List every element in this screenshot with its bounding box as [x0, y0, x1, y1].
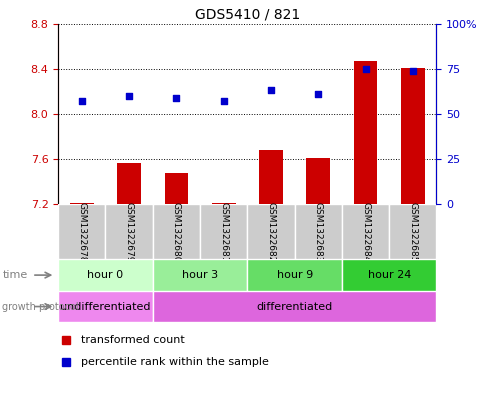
Title: GDS5410 / 821: GDS5410 / 821	[194, 7, 300, 21]
Bar	[400, 68, 424, 204]
Text: GSM1322682: GSM1322682	[266, 202, 275, 262]
Text: GSM1322678: GSM1322678	[77, 202, 86, 262]
FancyBboxPatch shape	[388, 204, 436, 259]
Point	[361, 66, 369, 72]
FancyBboxPatch shape	[105, 204, 152, 259]
FancyBboxPatch shape	[247, 259, 341, 291]
Text: time: time	[2, 270, 28, 280]
Text: GSM1322681: GSM1322681	[219, 202, 228, 262]
Text: growth protocol: growth protocol	[2, 301, 79, 312]
FancyBboxPatch shape	[341, 259, 436, 291]
Bar	[212, 203, 235, 204]
Text: transformed count: transformed count	[81, 335, 184, 345]
Bar	[258, 150, 282, 204]
Text: hour 24: hour 24	[367, 270, 410, 280]
Point	[267, 87, 274, 94]
Text: hour 9: hour 9	[276, 270, 312, 280]
FancyBboxPatch shape	[152, 291, 436, 322]
FancyBboxPatch shape	[152, 204, 199, 259]
FancyBboxPatch shape	[58, 259, 152, 291]
Text: percentile rank within the sample: percentile rank within the sample	[81, 356, 268, 367]
Text: undifferentiated: undifferentiated	[60, 301, 151, 312]
Text: hour 0: hour 0	[87, 270, 123, 280]
FancyBboxPatch shape	[294, 204, 341, 259]
Bar	[353, 61, 377, 204]
Point	[125, 93, 133, 99]
Bar	[117, 163, 141, 204]
Bar	[306, 158, 330, 204]
Text: GSM1322679: GSM1322679	[124, 202, 134, 262]
Text: GSM1322684: GSM1322684	[360, 202, 369, 262]
Text: GSM1322685: GSM1322685	[408, 202, 417, 262]
Text: hour 3: hour 3	[182, 270, 218, 280]
Bar	[70, 203, 93, 204]
Point	[172, 95, 180, 101]
Text: GSM1322683: GSM1322683	[313, 202, 322, 262]
Point	[78, 98, 86, 105]
Point	[408, 68, 416, 74]
FancyBboxPatch shape	[199, 204, 247, 259]
Text: differentiated: differentiated	[256, 301, 332, 312]
FancyBboxPatch shape	[247, 204, 294, 259]
FancyBboxPatch shape	[341, 204, 388, 259]
Point	[219, 98, 227, 105]
Point	[314, 91, 321, 97]
Text: GSM1322680: GSM1322680	[171, 202, 181, 262]
FancyBboxPatch shape	[58, 204, 105, 259]
FancyBboxPatch shape	[152, 259, 247, 291]
FancyBboxPatch shape	[58, 291, 152, 322]
Bar	[164, 173, 188, 204]
